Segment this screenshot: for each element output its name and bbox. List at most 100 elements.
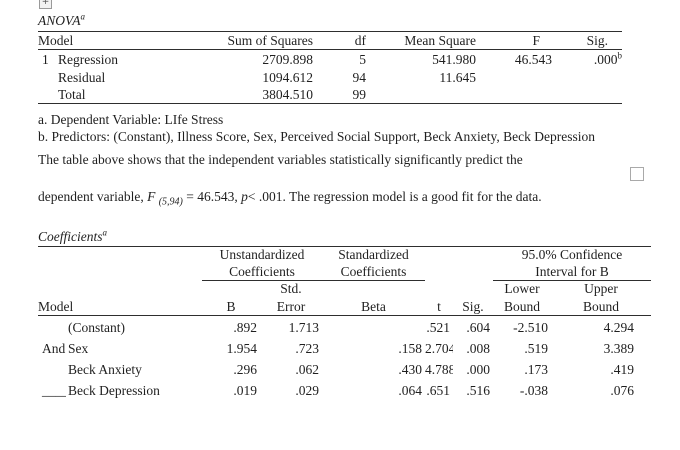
coef-group-spacer bbox=[453, 263, 493, 280]
coef-cell-lower: .173 bbox=[524, 362, 548, 377]
document-body: ANOVAa Model Sum of Squares df Mean Squa… bbox=[38, 0, 658, 399]
coef-group-header-line2: Coefficients Coefficients Interval for B bbox=[38, 263, 652, 281]
coef-cell-se: 1.713 bbox=[288, 320, 319, 335]
coef-header-upper-bound: Bound bbox=[551, 297, 652, 316]
anova-cell-label: Total bbox=[58, 85, 168, 104]
coef-cell-upper: 4.294 bbox=[603, 320, 635, 335]
coef-cell-sig: .000 bbox=[466, 362, 490, 377]
sentence2-pre: dependent variable, bbox=[38, 189, 148, 204]
anova-cell-ss: 1094.612 bbox=[262, 69, 313, 85]
coef-cell-label: Sex bbox=[68, 341, 89, 356]
coef-cell-beta bbox=[322, 315, 425, 336]
coef-subheader-line1: Std. Lower Upper bbox=[38, 280, 651, 297]
coefficients-title: Coefficientsa bbox=[38, 228, 658, 245]
coef-cell-upper: .419 bbox=[610, 362, 635, 377]
coef-cell-sig: .604 bbox=[466, 320, 490, 335]
coef-header-upper-bound: Upper bbox=[584, 281, 618, 296]
coef-group-unstandardized: Unstandardized bbox=[202, 246, 322, 263]
coef-cell-t: .651 bbox=[426, 383, 450, 398]
coef-row-sex: And Sex 1.954 .723 .158 2.704 .008 .519 … bbox=[38, 336, 651, 357]
coef-cell-lower: .519 bbox=[524, 341, 548, 356]
coef-cell-t: .521 bbox=[426, 320, 450, 335]
anova-row-residual: Residual 1094.612 94 11.645 bbox=[38, 68, 622, 86]
anova-cell-f bbox=[476, 68, 552, 86]
sentence2-post: < .001. The regression model is a good f… bbox=[247, 189, 542, 204]
anova-cell-df: 5 bbox=[359, 51, 366, 67]
coef-cell-t: 4.788 bbox=[425, 362, 453, 377]
coef-cell-se: .029 bbox=[295, 383, 319, 398]
coef-cell-beta: .158 bbox=[398, 341, 422, 356]
coef-cell-prefix bbox=[38, 315, 66, 336]
anova-title: ANOVAa bbox=[38, 11, 658, 29]
coef-cell-b: .892 bbox=[233, 320, 257, 335]
coef-cell-lower: -.038 bbox=[519, 383, 548, 398]
coef-cell-beta: .430 bbox=[398, 362, 422, 377]
coef-subheader-spacer bbox=[38, 280, 202, 297]
anova-header-sig: Sig. bbox=[552, 31, 622, 50]
coef-cell-b: .019 bbox=[233, 383, 257, 398]
coef-row-constant: (Constant) .892 1.713 .521 .604 -2.510 4… bbox=[38, 315, 651, 336]
coef-group-confidence: 95.0% Confidence bbox=[493, 246, 652, 263]
anova-header-f: F bbox=[476, 31, 552, 50]
coef-group-standardized: Standardized bbox=[322, 246, 425, 263]
coef-group-spacer bbox=[425, 246, 453, 263]
coef-cell-sig: .008 bbox=[466, 341, 490, 356]
coef-cell-label: Beck Depression bbox=[68, 383, 160, 398]
anova-title-text: ANOVA bbox=[38, 13, 81, 28]
coef-row-beck-depression: ____ Beck Depression .019 .029 .064 .651… bbox=[38, 378, 651, 399]
coef-cell-b: .296 bbox=[233, 362, 257, 377]
anova-cell-model-number bbox=[38, 68, 58, 86]
coef-cell-upper: .076 bbox=[610, 383, 635, 398]
coef-header-sig: Sig. bbox=[453, 297, 493, 316]
anova-title-superscript: a bbox=[80, 11, 86, 22]
anova-footnote-b: b. Predictors: (Constant), Illness Score… bbox=[38, 129, 596, 144]
coef-subheader-spacer bbox=[202, 280, 260, 297]
f-statistic-symbol: F bbox=[147, 189, 159, 204]
coef-cell-lower: -2.510 bbox=[513, 320, 548, 335]
coef-cell-sig: .516 bbox=[466, 383, 490, 398]
coef-cell-upper: 3.389 bbox=[603, 341, 635, 356]
analysis-sentence-2: dependent variable, F (5,94) = 46.543, p… bbox=[38, 188, 638, 208]
coef-cell-se: .062 bbox=[295, 362, 319, 377]
coefficients-table: Unstandardized Standardized 95.0% Confid… bbox=[38, 246, 652, 399]
coef-group-spacer bbox=[38, 246, 202, 263]
anova-header-sum-of-squares: Sum of Squares bbox=[168, 31, 313, 50]
anova-row-total: Total 3804.510 99 bbox=[38, 85, 622, 104]
coef-cell-b: 1.954 bbox=[226, 341, 257, 356]
coef-group-spacer bbox=[38, 263, 202, 280]
coef-subheader-line2: Model B Error Beta t Sig. Bound Bound bbox=[38, 297, 652, 316]
coef-group-spacer bbox=[425, 263, 453, 280]
coef-group-standardized: Coefficients bbox=[322, 263, 425, 281]
anova-cell-sig: .000b bbox=[593, 50, 623, 67]
anova-cell-df: 99 bbox=[313, 85, 366, 104]
coef-cell-prefix: ____ bbox=[42, 383, 66, 398]
anova-cell-ms: 11.645 bbox=[439, 69, 476, 85]
anova-cell-sig bbox=[552, 68, 622, 86]
coef-group-confidence: Interval for B bbox=[493, 263, 652, 281]
anova-cell-f: 46.543 bbox=[514, 51, 552, 67]
coef-header-b: B bbox=[202, 297, 260, 316]
coef-subheader-spacer bbox=[425, 280, 453, 297]
coef-header-std-error: Std. bbox=[280, 281, 302, 296]
coef-group-header-line1: Unstandardized Standardized 95.0% Confid… bbox=[38, 246, 652, 263]
sentence2-mid: = 46.543, bbox=[182, 189, 242, 204]
anova-header-mean-square: Mean Square bbox=[366, 31, 476, 50]
anova-cell-f bbox=[476, 85, 552, 104]
p-value-symbol: p bbox=[241, 189, 248, 204]
anova-cell-df: 94 bbox=[352, 69, 367, 85]
anova-header-model: Model bbox=[38, 31, 168, 50]
coef-header-std-error: Error bbox=[260, 297, 322, 316]
anova-sig-superscript: b bbox=[617, 50, 623, 60]
anova-cell-ss: 3804.510 bbox=[168, 85, 313, 104]
anova-row-regression: 1 Regression 2709.898 5 541.980 46.543 .… bbox=[38, 50, 622, 68]
coef-row-beck-anxiety: Beck Anxiety .296 .062 .430 4.788 .000 .… bbox=[38, 357, 651, 378]
f-degrees-of-freedom: (5,94) bbox=[158, 196, 183, 208]
coef-cell-label: Beck Anxiety bbox=[68, 362, 142, 377]
checkbox[interactable] bbox=[630, 167, 644, 181]
coef-cell-se: .723 bbox=[295, 341, 319, 356]
anova-cell-ms bbox=[366, 85, 476, 104]
table-handle-icon[interactable]: + bbox=[39, 0, 52, 9]
anova-header-row: Model Sum of Squares df Mean Square F Si… bbox=[38, 31, 622, 50]
coef-cell-label: (Constant) bbox=[68, 320, 125, 335]
anova-cell-label: Regression bbox=[58, 51, 118, 67]
